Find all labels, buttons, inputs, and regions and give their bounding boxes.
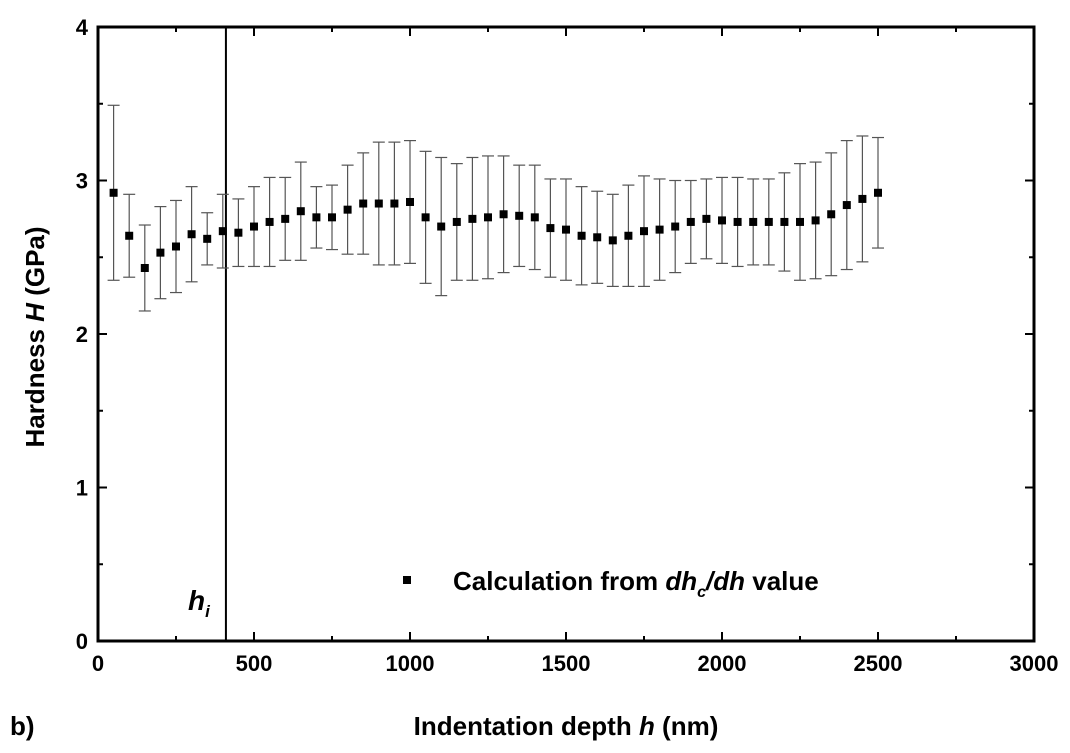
data-point: [172, 242, 180, 251]
data-point: [468, 214, 477, 223]
data-point: [156, 248, 165, 257]
data-point: [452, 217, 461, 226]
x-tick-label: 500: [236, 651, 273, 676]
x-axis-title-prefix: Indentation depth: [414, 711, 639, 741]
legend-prefix: Calculation from: [453, 566, 665, 596]
data-point: [733, 217, 742, 226]
data-point: [421, 213, 430, 222]
data-point: [640, 227, 648, 236]
data-point: [593, 233, 602, 242]
data-point: [624, 231, 633, 240]
y-tick-label: 1: [76, 476, 88, 501]
legend-suffix: value: [745, 566, 819, 596]
x-axis-title-var: h: [639, 711, 655, 741]
data-point: [265, 217, 274, 226]
x-tick-label: 2000: [698, 651, 747, 676]
data-point: [874, 188, 882, 197]
data-point: [515, 211, 524, 220]
data-point: [842, 201, 851, 210]
x-axis-title: Indentation depth h (nm): [414, 711, 719, 741]
legend-sub: c: [697, 584, 706, 601]
data-point: [437, 222, 446, 231]
y-axis-title-prefix: Hardness: [20, 322, 50, 448]
data-point: [764, 217, 773, 226]
data-point: [250, 222, 258, 231]
data-point: [281, 214, 290, 223]
data-point: [671, 222, 680, 231]
data-point: [406, 197, 414, 206]
y-tick-label: 2: [76, 322, 88, 347]
x-tick-label: 1000: [386, 651, 435, 676]
legend-label: Calculation from dhc/dh value: [453, 566, 819, 601]
data-point: [109, 188, 118, 197]
threshold-label-var: h: [188, 585, 205, 616]
data-point: [312, 213, 321, 222]
y-tick-label: 4: [76, 15, 89, 40]
x-tick-label: 1500: [542, 651, 591, 676]
legend-slash: /: [705, 566, 716, 596]
data-point: [702, 214, 711, 223]
data-point: [811, 216, 820, 225]
data-point: [780, 217, 789, 226]
x-tick-label: 0: [92, 651, 104, 676]
data-point: [608, 236, 617, 245]
data-point: [562, 225, 570, 234]
data-point: [390, 199, 399, 208]
data-point: [374, 199, 383, 208]
data-point: [296, 207, 305, 216]
tick-labels: 0 500 1000 1500 2000 2500 3000 0 1 2 3 4: [76, 15, 1059, 676]
y-axis-title-suffix: (GPa): [20, 226, 50, 303]
data-point: [187, 230, 196, 239]
data-point: [749, 217, 758, 226]
data-point: [546, 224, 555, 233]
data-point: [328, 213, 336, 222]
data-point: [796, 217, 804, 226]
data-point: [577, 231, 586, 240]
y-tick-label: 0: [76, 629, 88, 654]
data-point: [827, 210, 836, 219]
threshold-label: hi: [188, 585, 211, 621]
data-point: [125, 231, 134, 240]
x-axis-title-suffix: (nm): [655, 711, 719, 741]
data-point: [686, 217, 695, 226]
data-points: [109, 188, 882, 272]
y-axis-title-var: H: [20, 302, 50, 322]
y-tick-label: 3: [76, 169, 88, 194]
data-point: [655, 225, 664, 234]
x-tick-label: 3000: [1010, 651, 1059, 676]
panel-label: b): [10, 711, 35, 741]
y-axis-title: Hardness H (GPa): [20, 226, 50, 447]
legend-var2: dh: [713, 566, 745, 596]
data-point: [718, 216, 726, 225]
data-point: [359, 199, 368, 208]
legend-marker: [403, 576, 411, 584]
threshold-label-sub: i: [205, 602, 211, 621]
legend-var1: dh: [665, 566, 697, 596]
data-point: [203, 234, 212, 243]
data-point: [484, 213, 492, 222]
data-point: [530, 213, 539, 222]
data-point: [234, 228, 243, 237]
plot-frame: [96, 25, 1036, 643]
x-tick-label: 2500: [854, 651, 903, 676]
data-point: [499, 210, 508, 219]
data-point: [858, 194, 867, 203]
data-point: [343, 205, 352, 214]
data-point: [218, 227, 227, 236]
data-point: [140, 263, 149, 272]
error-bars: [107, 104, 884, 312]
axis-ticks: [97, 26, 1035, 642]
